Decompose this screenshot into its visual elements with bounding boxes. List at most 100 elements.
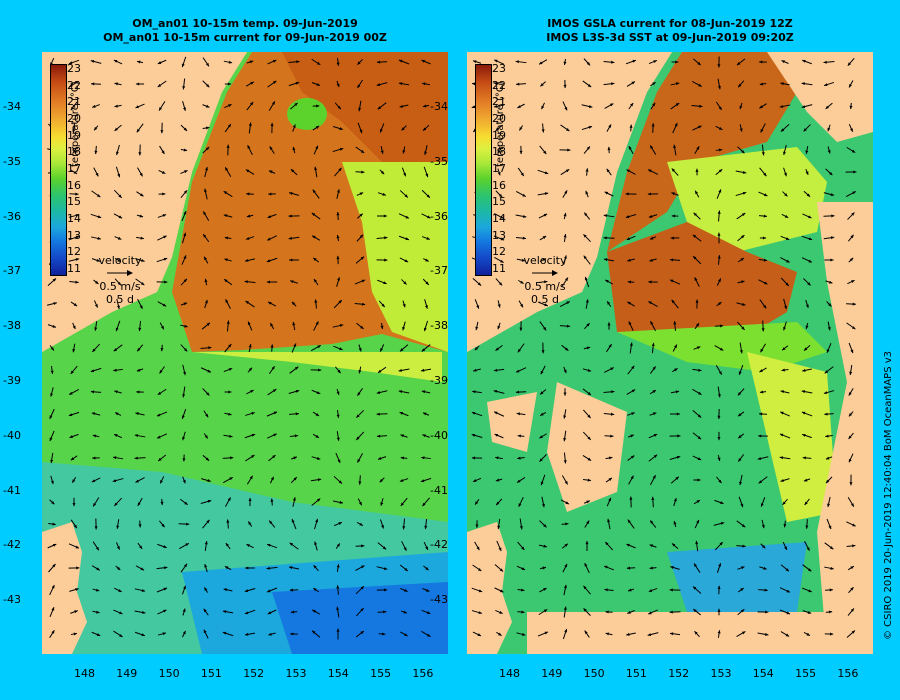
current-arrow [399, 478, 409, 482]
current-arrow [94, 518, 98, 530]
right-tasmania [467, 522, 512, 654]
current-arrow [267, 213, 277, 219]
current-arrow [355, 431, 365, 441]
current-arrow [783, 167, 787, 177]
current-arrow [845, 170, 857, 174]
current-arrow [203, 256, 209, 264]
current-arrow [758, 279, 768, 285]
current-arrow [290, 102, 298, 110]
current-arrow [516, 82, 526, 86]
current-arrow [136, 214, 144, 218]
current-arrow [157, 301, 167, 307]
current-arrow [780, 478, 790, 482]
current-arrow [332, 324, 344, 328]
current-arrow [474, 499, 480, 505]
current-arrow [670, 412, 680, 416]
current-arrow [781, 60, 789, 64]
current-arrow [583, 212, 591, 220]
current-arrow [496, 631, 502, 637]
colorbar-tick-label: 23 [492, 62, 506, 75]
current-arrow [313, 145, 319, 155]
current-arrow [268, 365, 276, 375]
current-arrow [562, 190, 568, 198]
current-arrow [311, 630, 321, 638]
current-arrow [780, 235, 790, 241]
current-arrow [138, 320, 142, 332]
current-arrow [649, 389, 657, 395]
current-arrow [91, 190, 101, 198]
current-arrow [91, 82, 101, 86]
current-arrow [671, 214, 679, 218]
current-arrow [226, 320, 230, 332]
current-arrow [517, 103, 525, 109]
current-arrow [69, 588, 79, 592]
current-arrow [400, 434, 408, 438]
current-arrow [759, 299, 767, 309]
current-arrow [72, 322, 76, 330]
current-arrow [423, 166, 429, 178]
credit-text: © CSIRO 2019 20-Jun-2019 12:40:04 BoM Oc… [883, 350, 894, 640]
current-arrow [825, 434, 833, 438]
current-arrow [49, 430, 55, 442]
current-arrow [72, 497, 76, 507]
current-arrow [135, 103, 145, 109]
current-arrow [493, 59, 505, 65]
current-arrow [626, 632, 636, 636]
current-arrow [472, 631, 482, 637]
current-arrow [628, 145, 634, 155]
current-arrow [692, 255, 702, 265]
current-arrow [496, 540, 502, 552]
current-arrow [292, 321, 296, 331]
current-arrow [156, 411, 168, 417]
current-arrow [846, 302, 856, 306]
current-arrow [400, 631, 408, 637]
current-arrow [629, 124, 633, 132]
right-colorbar [475, 64, 492, 276]
current-arrow [540, 365, 546, 375]
current-arrow [627, 610, 635, 614]
current-arrow [605, 456, 613, 460]
current-arrow [780, 257, 790, 263]
current-arrow [138, 144, 142, 156]
right-longitude-label: 149 [541, 667, 563, 680]
right-longitude-label: 151 [625, 667, 647, 680]
current-arrow [70, 632, 78, 636]
current-arrow [269, 322, 275, 330]
left-velocity-legend: velocity 0.5 m/s 0.5 d [90, 254, 150, 306]
current-arrow [517, 610, 525, 614]
current-arrow [160, 122, 164, 134]
current-arrow [50, 387, 54, 397]
current-arrow [246, 389, 254, 395]
current-arrow [737, 257, 745, 263]
current-arrow [823, 81, 835, 87]
current-arrow [292, 497, 296, 507]
current-arrow [356, 192, 364, 196]
current-arrow [313, 564, 319, 572]
velocity-speed: 0.5 m/s [99, 280, 141, 293]
current-arrow [737, 388, 745, 396]
current-arrow [182, 78, 186, 90]
current-arrow [538, 213, 548, 219]
current-arrow [159, 476, 165, 484]
current-arrow [114, 412, 122, 416]
velocity-duration: 0.5 d [531, 293, 559, 306]
current-arrow [244, 588, 256, 593]
current-arrow [845, 191, 857, 197]
current-arrow [266, 543, 278, 549]
current-arrow [335, 543, 341, 549]
current-arrow [421, 456, 431, 460]
current-arrow [673, 321, 677, 331]
left-title-line1: OM_an01 10-15m temp. 09-Jun-2019 [132, 17, 358, 30]
current-arrow [605, 632, 613, 636]
current-arrow [538, 59, 548, 65]
current-arrow [693, 212, 701, 220]
current-arrow [717, 255, 721, 265]
current-arrow [355, 170, 365, 174]
current-arrow [760, 497, 766, 507]
current-arrow [68, 388, 80, 396]
current-arrow [562, 563, 568, 573]
current-arrow [202, 104, 210, 108]
current-arrow [717, 210, 721, 222]
current-arrow [562, 628, 568, 640]
current-arrow [202, 146, 210, 154]
